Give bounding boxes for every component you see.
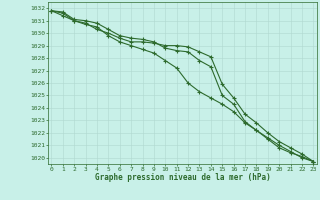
X-axis label: Graphe pression niveau de la mer (hPa): Graphe pression niveau de la mer (hPa) bbox=[94, 173, 270, 182]
